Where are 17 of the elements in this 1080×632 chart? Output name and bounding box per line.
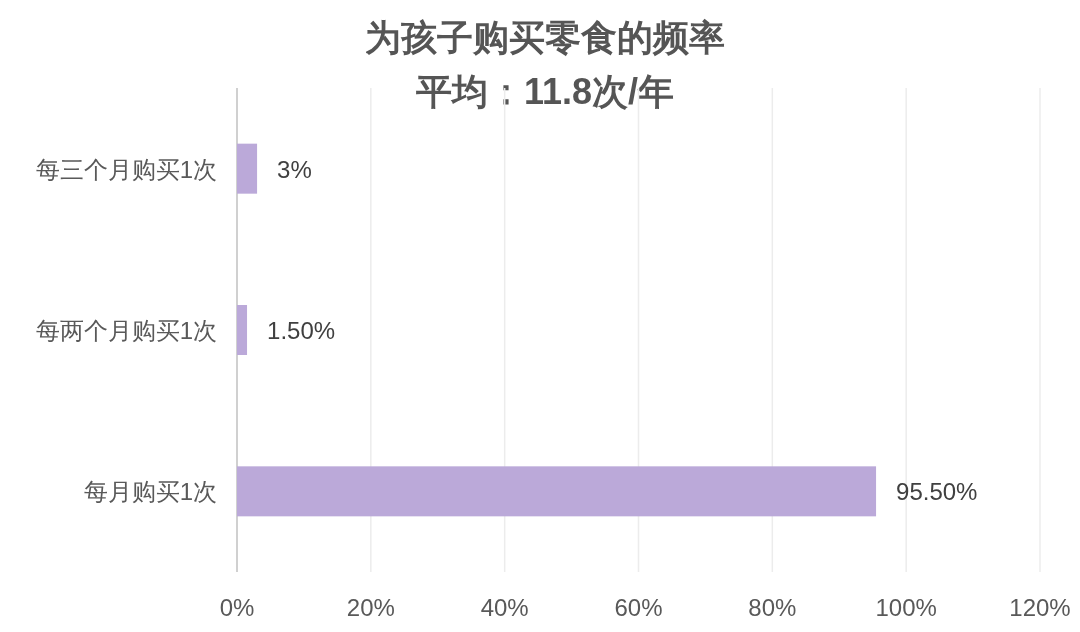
x-tick-label: 60%	[614, 594, 663, 621]
y-tick-label: 每三个月购买1次	[35, 155, 217, 183]
x-tick-label: 0%	[219, 594, 255, 621]
data-label: 95.50%	[896, 478, 978, 506]
data-label: 1.50%	[267, 317, 336, 344]
bar	[237, 305, 248, 355]
x-tick-label: 20%	[346, 594, 395, 621]
chart-title: 为孩子购买零食的频率	[365, 17, 725, 58]
x-tick-label: 100%	[875, 594, 937, 621]
x-tick-label: 120%	[1009, 594, 1071, 621]
x-tick-label: 40%	[480, 594, 529, 621]
bar	[237, 143, 258, 194]
data-label: 3%	[277, 155, 312, 183]
bar	[237, 466, 877, 517]
y-tick-label: 每月购买1次	[83, 478, 217, 506]
y-tick-label: 每两个月购买1次	[35, 317, 217, 344]
x-tick-label: 80%	[748, 594, 797, 621]
